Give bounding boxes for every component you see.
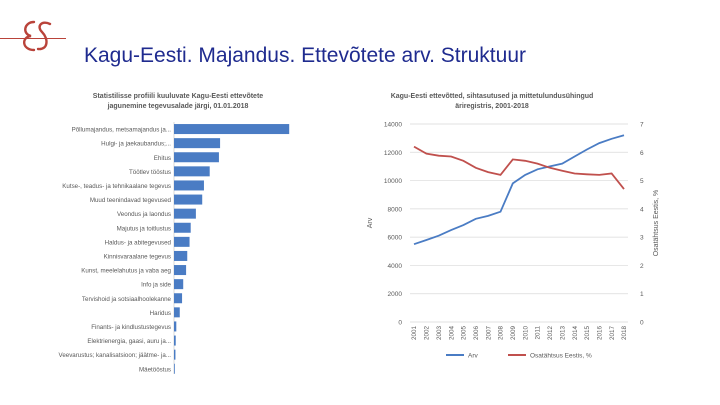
x-tick-label: 2001: [411, 326, 418, 341]
bar: [174, 363, 175, 374]
bar: [174, 265, 187, 276]
x-tick-label: 2011: [535, 326, 542, 340]
category-label: Veondus ja laondus: [117, 211, 171, 218]
category-label: Põllumajandus, metsamajandus ja...: [72, 127, 172, 134]
x-tick-label: 2015: [584, 326, 591, 341]
y-tick-label: 8000: [388, 206, 403, 213]
chart-title-line2: jagunemine tegevusalade järgi, 01.01.201…: [107, 103, 249, 110]
series-line-arv: [413, 134, 625, 246]
chart-title-line1: Statistilisse profiili kuuluvate Kagu-Ee…: [93, 93, 263, 100]
x-tick-label: 2018: [621, 326, 628, 341]
bar: [174, 166, 210, 177]
x-tick-label: 2003: [436, 326, 443, 341]
bar: [174, 208, 196, 219]
y-axis-label: Arv: [367, 217, 374, 228]
line-chart-registry: Kagu-Eesti ettevõtted, sihtasutused ja m…: [367, 93, 660, 360]
y2-tick-label: 6: [640, 150, 644, 157]
category-label: Kinnisvaraalane tegevus: [104, 253, 171, 260]
category-label: Haldus- ja abitegevused: [105, 239, 172, 246]
y2-tick-label: 2: [640, 263, 644, 270]
y2-tick-label: 4: [640, 206, 644, 213]
category-label: Elektrienergia, gaasi, auru ja...: [87, 338, 171, 345]
chart-title-line1: Kagu-Eesti ettevõtted, sihtasutused ja m…: [391, 93, 594, 100]
legend-label-arv: Arv: [468, 353, 479, 360]
y-tick-label: 12000: [384, 150, 402, 157]
category-label: Mäetööstus: [139, 366, 171, 373]
y2-tick-label: 5: [640, 178, 644, 185]
y-tick-label: 6000: [388, 235, 403, 242]
bar: [174, 349, 176, 360]
y2-axis-label: Osatähtsus Eestis, %: [653, 190, 660, 257]
category-label: Veevarustus; kanalisatsioon; jäätme- ja.…: [59, 352, 172, 359]
x-tick-label: 2002: [424, 326, 431, 341]
x-tick-label: 2016: [596, 326, 603, 341]
bar: [174, 124, 290, 135]
series-line-osatahtsus: [413, 145, 625, 190]
x-tick-label: 2014: [572, 326, 579, 341]
bar: [174, 138, 221, 149]
legend-label-osatahtsus: Osatähtsus Eestis, %: [530, 353, 592, 360]
y-tick-label: 0: [398, 320, 402, 327]
header-divider: [0, 38, 66, 39]
bar-chart-activities: Statistilisse profiili kuuluvate Kagu-Ee…: [59, 93, 290, 374]
category-label: Hulgi- ja jaekaubandus;...: [101, 141, 171, 148]
category-label: Tervishoid ja sotsiaalhoolekanne: [82, 296, 172, 303]
y-tick-label: 2000: [388, 291, 403, 298]
category-label: Haridus: [150, 310, 171, 317]
bar: [174, 293, 183, 304]
x-tick-label: 2013: [559, 326, 566, 341]
x-tick-label: 2008: [498, 326, 505, 341]
y-tick-label: 14000: [384, 122, 402, 129]
bar: [174, 152, 219, 163]
x-tick-label: 2009: [510, 326, 517, 341]
y2-tick-label: 1: [640, 291, 644, 298]
bar: [174, 222, 191, 233]
category-label: Kunst, meelelahutus ja vaba aeg: [81, 268, 171, 275]
bar: [174, 250, 188, 261]
category-label: Info ja side: [141, 282, 171, 289]
category-label: Muud teenindavad tegevused: [90, 197, 172, 204]
bar: [174, 236, 190, 247]
y-tick-label: 4000: [388, 263, 403, 270]
x-tick-label: 2012: [547, 326, 554, 341]
x-tick-label: 2017: [609, 326, 616, 341]
y2-tick-label: 0: [640, 320, 644, 327]
category-label: Töötlev tööstus: [129, 169, 171, 176]
bar: [174, 321, 177, 332]
x-tick-label: 2007: [485, 326, 492, 341]
category-label: Finants- ja kindlustustegevus: [91, 324, 171, 331]
y2-tick-label: 3: [640, 235, 644, 242]
x-tick-label: 2010: [522, 326, 529, 341]
bar: [174, 279, 184, 290]
chart-title-line2: äriregistris, 2001-2018: [455, 103, 529, 110]
y-tick-label: 10000: [384, 178, 402, 185]
logo-icon: [23, 20, 52, 52]
bar: [174, 180, 204, 191]
category-label: Majutus ja toitlustus: [117, 225, 171, 232]
category-label: Kutse-, teadus- ja tehnikaalane tegevus: [62, 183, 171, 190]
x-tick-label: 2004: [448, 326, 455, 341]
bar: [174, 307, 180, 318]
page-title: Kagu-Eesti. Majandus. Ettevõtete arv. St…: [84, 44, 526, 67]
category-label: Ehitus: [154, 155, 171, 162]
bar: [174, 194, 203, 205]
x-tick-label: 2006: [473, 326, 480, 341]
bar: [174, 335, 176, 346]
x-tick-label: 2005: [461, 326, 468, 341]
y2-tick-label: 7: [640, 122, 644, 129]
